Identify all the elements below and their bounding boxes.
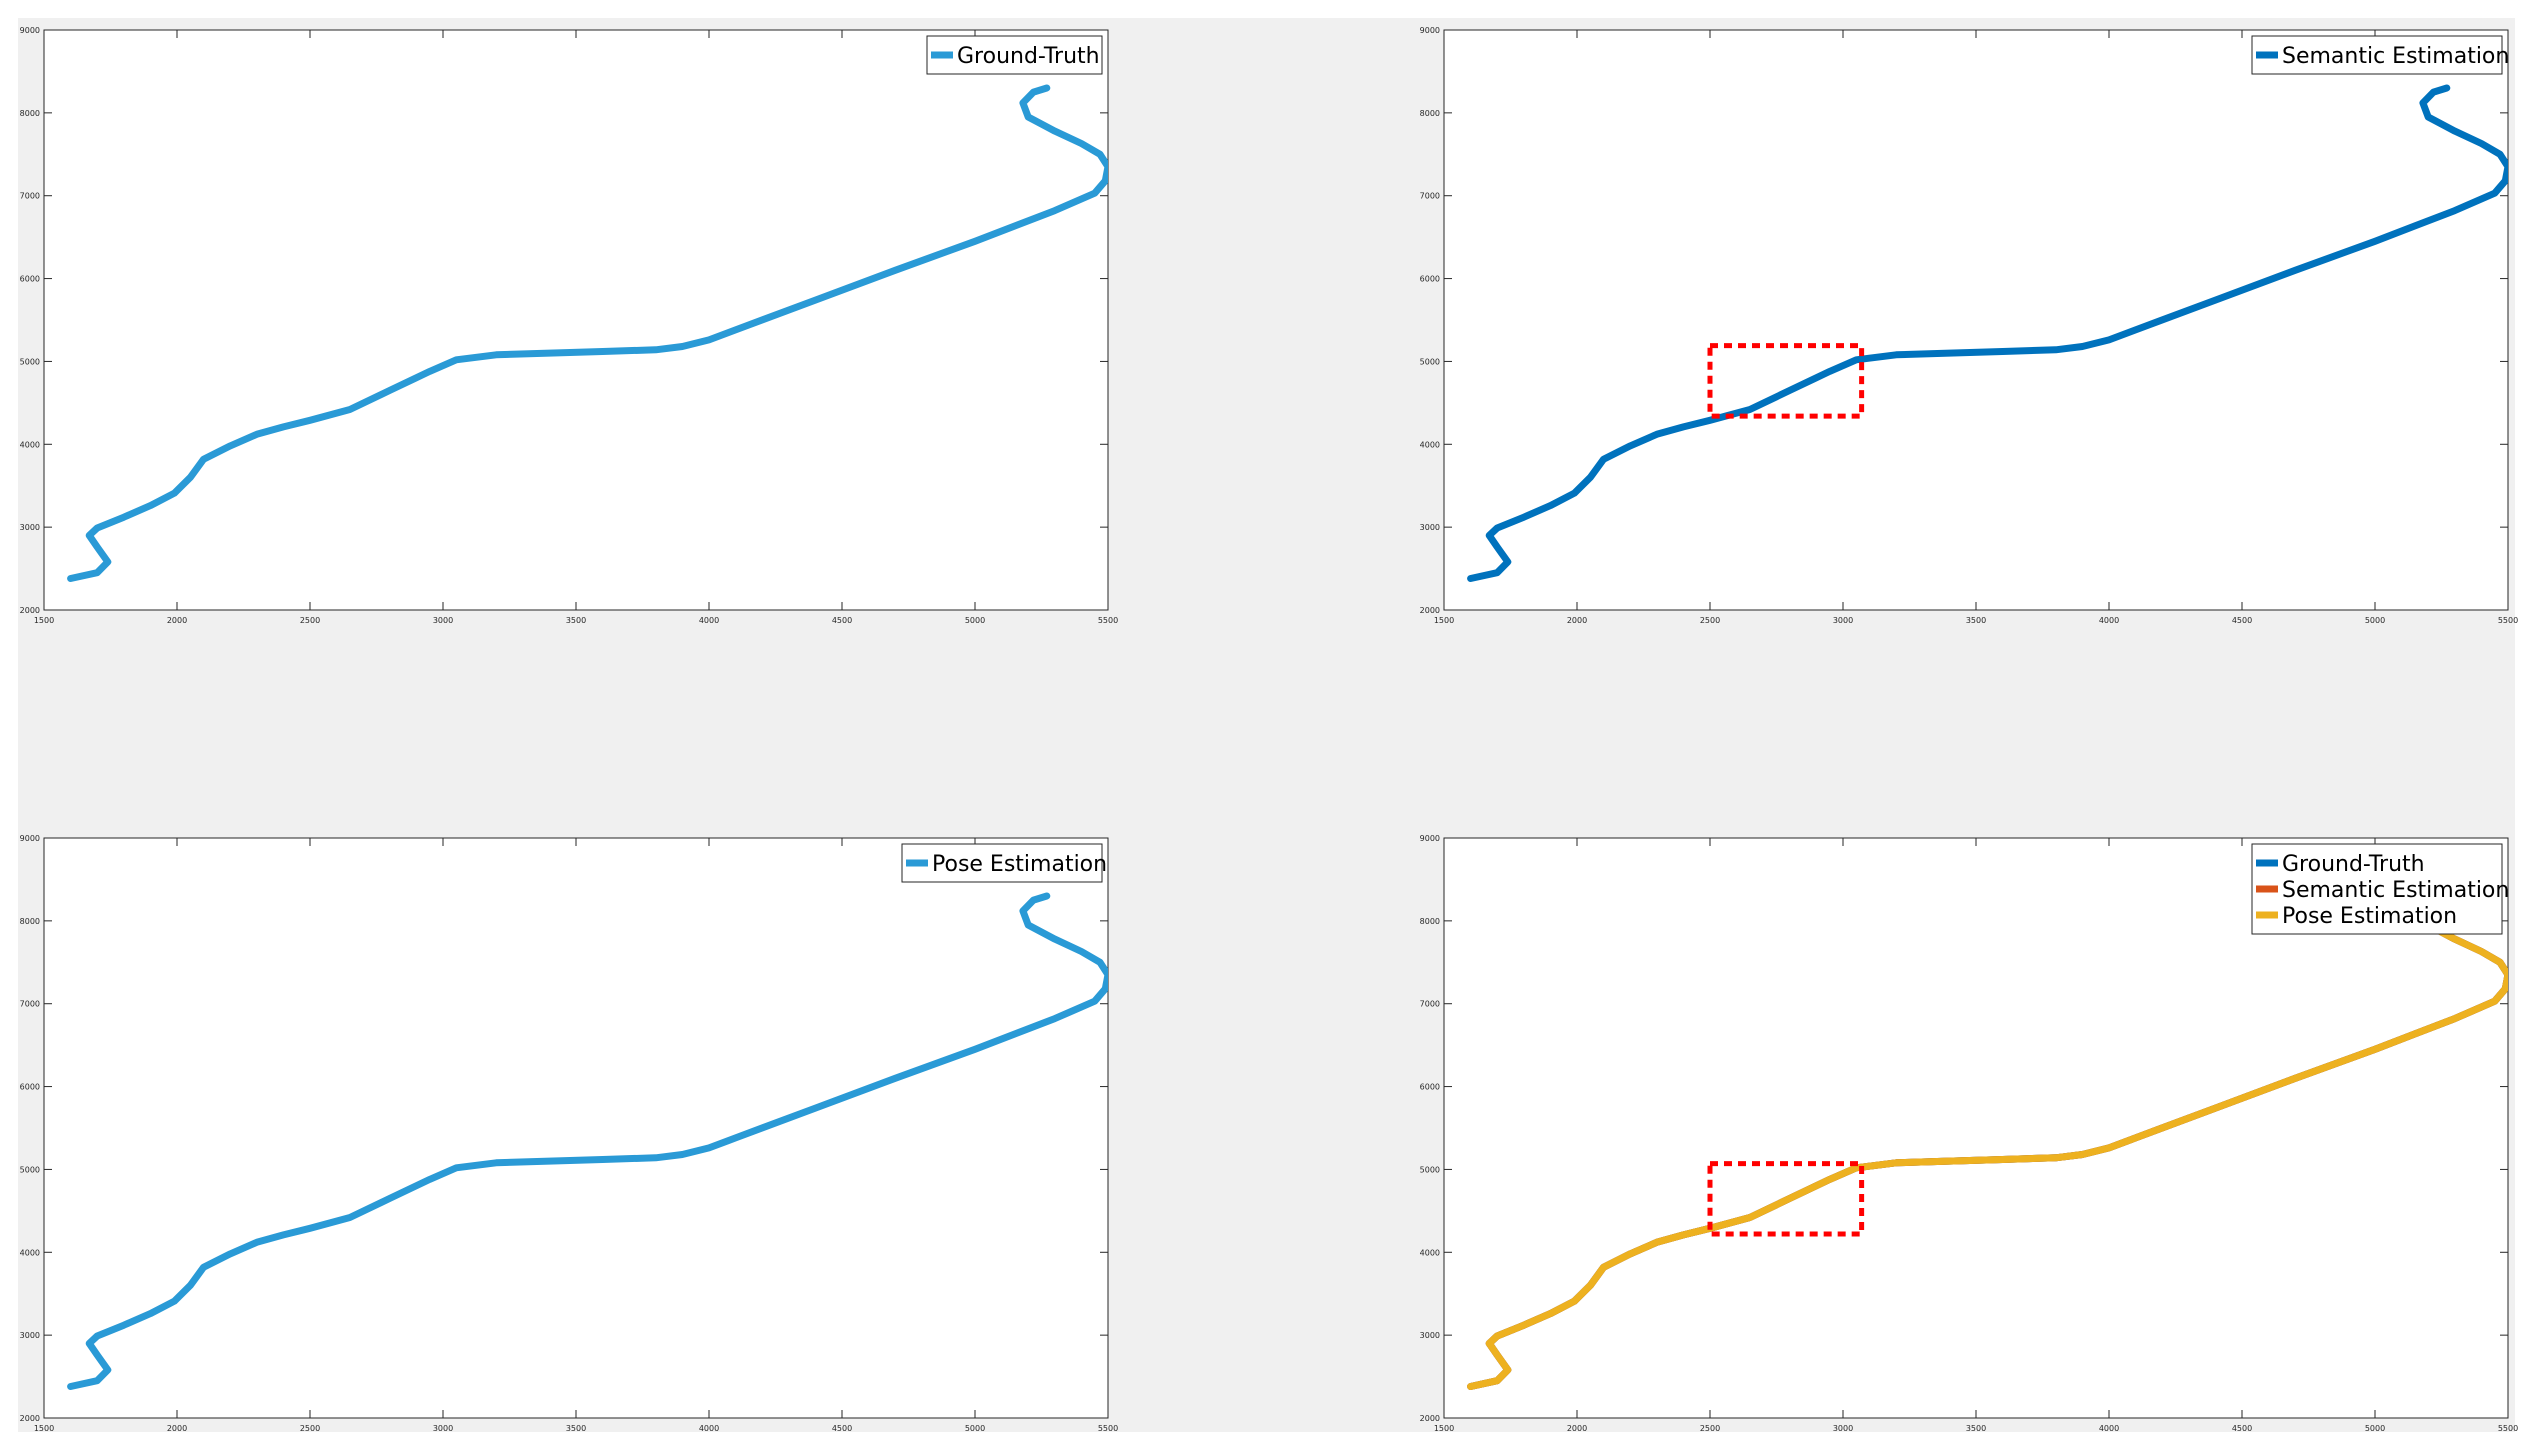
- ground-truth-y-tick-label: 9000: [20, 26, 40, 35]
- pose-estimation-y-tick-label: 8000: [20, 917, 40, 926]
- ground-truth-y-tick-label: 7000: [20, 192, 40, 201]
- comparison-y-tick-label: 3000: [1420, 1331, 1440, 1340]
- ground-truth-y-tick-label: 6000: [20, 275, 40, 284]
- semantic-estimation-y-tick-label: 6000: [1420, 275, 1440, 284]
- semantic-estimation-x-tick-label: 4000: [2099, 616, 2119, 625]
- semantic-estimation-y-tick-label: 8000: [1420, 109, 1440, 118]
- pose-estimation-y-tick-label: 3000: [20, 1331, 40, 1340]
- comparison-x-tick-label: 4500: [2232, 1424, 2252, 1433]
- semantic-estimation-legend-box: [2251, 35, 2503, 75]
- pose-estimation-x-tick-label: 2500: [300, 1424, 320, 1433]
- ground-truth-series-line-0: [67, 84, 1108, 582]
- comparison-highlight-box: [1707, 1161, 1865, 1237]
- comparison-x-tick-label: 3000: [1833, 1424, 1853, 1433]
- chart-semantic-estimation: 1500 2000 2500 3000 3500 4000 4500 5000 55002000…: [1420, 26, 2519, 625]
- semantic-estimation-y-tick-label: 7000: [1420, 192, 1440, 201]
- comparison-legend-label-1: Semantic Estimation: [2282, 878, 2509, 903]
- chart-ground-truth: 1500 2000 2500 3000 3500 4000 4500 5000 55002000…: [20, 26, 1119, 625]
- pose-estimation-legend-box: [901, 843, 1103, 883]
- semantic-estimation-plot-area: [1443, 29, 2509, 611]
- pose-estimation-x-tick-label: 3500: [566, 1424, 586, 1433]
- ground-truth-plot-area: [43, 29, 1109, 611]
- comparison-plot-area: [1443, 837, 2509, 1419]
- comparison-y-tick-label: 8000: [1420, 917, 1440, 926]
- comparison-x-tick-label: 4000: [2099, 1424, 2119, 1433]
- ground-truth-x-tick-label: 3500: [566, 616, 586, 625]
- comparison-x-tick-label: 2500: [1700, 1424, 1720, 1433]
- pose-estimation-series-line-0: [67, 892, 1108, 1390]
- ground-truth-x-tick-label: 4500: [832, 616, 852, 625]
- comparison-y-tick-label: 4000: [1420, 1248, 1440, 1257]
- semantic-estimation-y-tick-label: 9000: [1420, 26, 1440, 35]
- chart-comparison: 1500 2000 2500 3000 3500 4000 4500 5000 55002000…: [1420, 834, 2519, 1433]
- semantic-estimation-highlight-box: [1707, 343, 1865, 419]
- pose-estimation-y-tick-label: 7000: [20, 1000, 40, 1009]
- pose-estimation-y-tick-label: 9000: [20, 834, 40, 843]
- semantic-estimation-y-tick-label: 5000: [1420, 357, 1440, 366]
- semantic-estimation-x-tick-label: 2500: [1700, 616, 1720, 625]
- semantic-estimation-y-tick-label: 2000: [1420, 606, 1440, 615]
- pose-estimation-x-tick-label: 4000: [699, 1424, 719, 1433]
- semantic-estimation-y-tick-label: 4000: [1420, 440, 1440, 449]
- semantic-estimation-series-line-0: [1467, 84, 2508, 582]
- pose-estimation-x-tick-label: 4500: [832, 1424, 852, 1433]
- ground-truth-y-tick-label: 3000: [20, 523, 40, 532]
- ground-truth-x-tick-label: 5500: [1098, 616, 1118, 625]
- pose-estimation-x-tick-label: 1500: [34, 1424, 54, 1433]
- pose-estimation-legend: Pose Estimation: [901, 843, 1107, 883]
- comparison-x-tick-label: 3500: [1966, 1424, 1986, 1433]
- comparison-y-tick-label: 2000: [1420, 1414, 1440, 1423]
- semantic-estimation-x-tick-label: 2000: [1567, 616, 1587, 625]
- pose-estimation-x-tick-label: 2000: [167, 1424, 187, 1433]
- ground-truth-legend-label-0: Ground-Truth: [957, 44, 1100, 69]
- comparison-legend-label-2: Pose Estimation: [2282, 904, 2457, 929]
- semantic-estimation-x-tick-label: 5500: [2498, 616, 2518, 625]
- comparison-x-tick-label: 1500: [1434, 1424, 1454, 1433]
- comparison-x-tick-label: 5000: [2365, 1424, 2385, 1433]
- pose-estimation-x-tick-label: 5500: [1098, 1424, 1118, 1433]
- ground-truth-x-tick-label: 5000: [965, 616, 985, 625]
- ground-truth-y-tick-label: 5000: [20, 357, 40, 366]
- comparison-y-tick-label: 6000: [1420, 1083, 1440, 1092]
- pose-estimation-legend-label-0: Pose Estimation: [932, 852, 1107, 877]
- ground-truth-legend-box: [926, 35, 1103, 75]
- comparison-y-tick-label: 9000: [1420, 834, 1440, 843]
- comparison-y-tick-label: 7000: [1420, 1000, 1440, 1009]
- pose-estimation-x-tick-label: 5000: [965, 1424, 985, 1433]
- pose-estimation-x-tick-label: 3000: [433, 1424, 453, 1433]
- chart-pose-estimation: 1500 2000 2500 3000 3500 4000 4500 5000 55002000…: [20, 834, 1119, 1433]
- comparison-series-line-2: [1467, 892, 2508, 1390]
- ground-truth-x-tick-label: 2000: [167, 616, 187, 625]
- ground-truth-legend: Ground-Truth: [926, 35, 1103, 75]
- comparison-y-tick-label: 5000: [1420, 1165, 1440, 1174]
- comparison-x-tick-label: 2000: [1567, 1424, 1587, 1433]
- pose-estimation-y-tick-label: 5000: [20, 1165, 40, 1174]
- semantic-estimation-x-tick-label: 4500: [2232, 616, 2252, 625]
- semantic-estimation-y-tick-label: 3000: [1420, 523, 1440, 532]
- ground-truth-x-tick-label: 2500: [300, 616, 320, 625]
- semantic-estimation-legend: Semantic Estimation: [2251, 35, 2509, 75]
- comparison-x-tick-label: 5500: [2498, 1424, 2518, 1433]
- semantic-estimation-x-tick-label: 1500: [1434, 616, 1454, 625]
- comparison-legend-label-0: Ground-Truth: [2282, 852, 2425, 877]
- ground-truth-y-tick-label: 2000: [20, 606, 40, 615]
- ground-truth-x-tick-label: 1500: [34, 616, 54, 625]
- pose-estimation-y-tick-label: 2000: [20, 1414, 40, 1423]
- pose-estimation-y-tick-label: 6000: [20, 1083, 40, 1092]
- pose-estimation-plot-area: [43, 837, 1109, 1419]
- semantic-estimation-legend-label-0: Semantic Estimation: [2282, 44, 2509, 69]
- ground-truth-y-tick-label: 4000: [20, 440, 40, 449]
- semantic-estimation-x-tick-label: 3000: [1833, 616, 1853, 625]
- pose-estimation-y-tick-label: 4000: [20, 1248, 40, 1257]
- ground-truth-y-tick-label: 8000: [20, 109, 40, 118]
- ground-truth-x-tick-label: 3000: [433, 616, 453, 625]
- semantic-estimation-x-tick-label: 3500: [1966, 616, 1986, 625]
- comparison-legend-box: [2251, 843, 2503, 935]
- semantic-estimation-x-tick-label: 5000: [2365, 616, 2385, 625]
- ground-truth-x-tick-label: 4000: [699, 616, 719, 625]
